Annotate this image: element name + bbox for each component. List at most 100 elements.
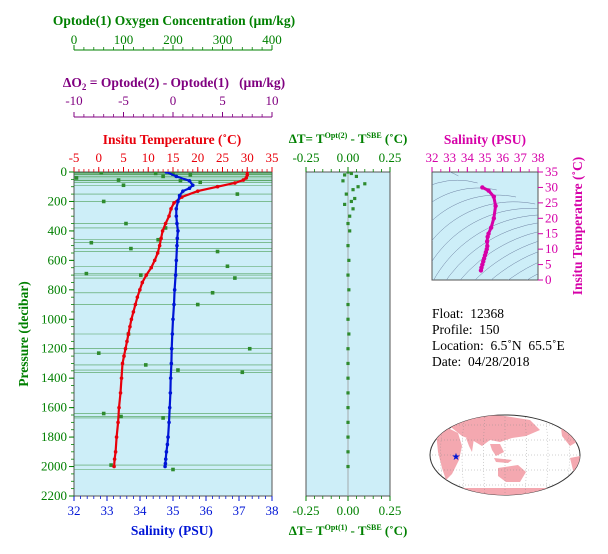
delta-t-top-title: ΔT= TOpt(2) - TSBE (˚C): [289, 131, 408, 146]
ts-panel: Salinity (PSU) 32 33 34 35 36 37 38 0510152025…: [426, 132, 586, 296]
temperature-profile-line: [113, 172, 249, 467]
ts-temperature-axis-tick-label-0: 0: [545, 272, 552, 287]
ts-density-contour-8: [433, 214, 538, 280]
delta-t-point-30: [346, 450, 350, 454]
pressure-axis-tick-label-2: 400: [48, 223, 68, 238]
temperature-axis-tick-label-0: -5: [69, 150, 80, 165]
ts-temperature-axis-tick-label-7: 35: [545, 164, 558, 179]
oxygen-point-26: [96, 351, 101, 355]
ts-salinity-axis-tick-label-3: 35: [479, 150, 492, 165]
delta-t-point-11: [343, 202, 347, 206]
pressure-axis-tick-label-10: 2000: [41, 459, 67, 474]
oxygen-point-17: [215, 249, 220, 254]
pressure-axis-tick-label-6: 1200: [41, 341, 67, 356]
oxygen-point-18: [84, 271, 89, 276]
temperature-axis-tick-label-4: 15: [167, 150, 180, 165]
oxygen-axis-title: Optode(1) Oxygen Concentration (µm/kg): [53, 13, 295, 28]
pressure-axis-tick-label-5: 1000: [41, 311, 67, 326]
delta-t-point-6: [351, 188, 355, 192]
delta-t-point-14: [346, 221, 350, 226]
delta-t-point-13: [348, 214, 352, 218]
oxygen-point-0: [99, 172, 104, 175]
ts-salinity-axis-tick-label-1: 33: [443, 150, 456, 165]
salinity-axis-tick-label-6: 38: [266, 503, 279, 518]
pressure-axis-tick-label-4: 800: [48, 282, 68, 297]
delta-o2-axis-tick-label-4: 10: [266, 93, 279, 108]
oxygen-point-29: [240, 370, 245, 375]
oxygen-point-12: [124, 221, 128, 226]
profile-date: Date: 04/28/2018: [432, 354, 530, 369]
temperature-axis-title: Insitu Temperature (˚C): [103, 132, 242, 147]
ts-temperature-axis-tick-label-3: 15: [545, 226, 558, 241]
pressure-axis-tick-label-11: 2200: [41, 488, 67, 503]
oxygen-point-19: [225, 264, 230, 269]
delta-t-point-4: [363, 182, 367, 186]
delta-t-point-25: [346, 376, 350, 380]
oxygen-axis-tick-label-1: 100: [114, 32, 134, 47]
pressure-axis-title: Pressure (decibar): [16, 281, 31, 387]
salinity-axis-title: Salinity (PSU): [131, 523, 213, 538]
oxygen-point-6: [116, 178, 121, 182]
ts-temperature-title: Insitu Temperature (˚C): [570, 157, 585, 296]
ts-salinity-axis-tick-label-5: 37: [514, 150, 528, 165]
profile-number: Profile: 150: [432, 322, 500, 337]
oxygen-axis-tick-label-3: 300: [213, 32, 233, 47]
ts-density-contour-6: [432, 201, 536, 241]
oxygen-point-1: [153, 172, 158, 176]
salinity-axis-tick-label-3: 35: [167, 503, 180, 518]
salinity-axis-tick-label-5: 37: [233, 503, 247, 518]
ts-temperature-axis-tick-label-1: 5: [545, 257, 552, 272]
delta-t-point-3: [354, 174, 358, 179]
ts-density-contour-9: [446, 222, 538, 280]
delta-t-point-24: [346, 361, 350, 366]
ts-salinity-axis-tick-label-4: 36: [496, 150, 510, 165]
oxygen-point-32: [161, 416, 165, 420]
oxygen-point-22: [210, 290, 215, 295]
oxygen-point-4: [161, 174, 165, 179]
oxygen-point-13: [163, 226, 168, 230]
delta-t-point-20: [346, 302, 350, 307]
oxygen-point-27: [143, 363, 148, 367]
oxygen-point-3: [188, 173, 193, 177]
oxygen-axis-tick-label-0: 0: [71, 32, 78, 47]
float-info: Float: 12368 Profile: 150 Location: 6.5˚…: [432, 306, 565, 370]
delta-t-bottom-axis-tick-label-2: 0.25: [379, 503, 402, 518]
ts-salinity-title: Salinity (PSU): [444, 132, 526, 147]
oxygen-point-25: [247, 346, 252, 351]
delta-t-point-26: [346, 391, 350, 395]
ts-temperature-axis-tick-label-4: 20: [545, 210, 558, 225]
delta-t-point-1: [349, 172, 353, 176]
delta-t-point-5: [341, 179, 345, 183]
pressure-axis-tick-label-8: 1600: [41, 400, 67, 415]
profile-panel: Insitu Temperature (˚C) -5 0 5 10 15 20 25 30 35…: [16, 132, 390, 538]
delta-t-point-17: [347, 258, 351, 262]
salinity-axis-tick-label-0: 32: [68, 503, 81, 518]
ts-density-contour-3: [432, 179, 478, 186]
oxygen-point-23: [195, 302, 200, 307]
delta-t-top-axis-tick-label-0: -0.25: [292, 150, 319, 165]
oxygen-point-21: [233, 276, 237, 280]
pressure-axis-tick-label-9: 1800: [41, 429, 67, 444]
temperature-axis-tick-label-3: 10: [142, 150, 155, 165]
delta-t-point-23: [346, 347, 350, 351]
ts-salinity-axis-tick-label-6: 38: [532, 150, 545, 165]
ts-density-contour-7: [432, 208, 538, 262]
oxygen-point-28: [176, 368, 180, 372]
delta-t-point-21: [346, 317, 350, 321]
ts-profile-line: [479, 186, 498, 271]
salinity-axis-tick-label-4: 36: [200, 503, 214, 518]
ts-salinity-axis-tick-label-0: 32: [426, 150, 439, 165]
oxygen-point-16: [129, 246, 133, 251]
oxygen-point-30: [101, 411, 106, 416]
delta-t-point-18: [346, 273, 350, 277]
delta-t-point-0: [346, 172, 350, 174]
temperature-axis-tick-label-2: 5: [120, 150, 127, 165]
pressure-axis-tick-label-7: 1400: [41, 370, 67, 385]
delta-o2-axis-tick-label-0: -10: [65, 93, 82, 108]
delta-t-point-19: [347, 288, 351, 292]
ts-temperature-axis-tick-label-5: 25: [545, 195, 558, 210]
float-id: Float: 12368: [432, 306, 505, 321]
delta-o2-axis-title: ΔO2 = Optode(2) - Optode(1) (µm/kg): [63, 75, 285, 92]
oxygen-axis-tick-label-2: 200: [163, 32, 183, 47]
